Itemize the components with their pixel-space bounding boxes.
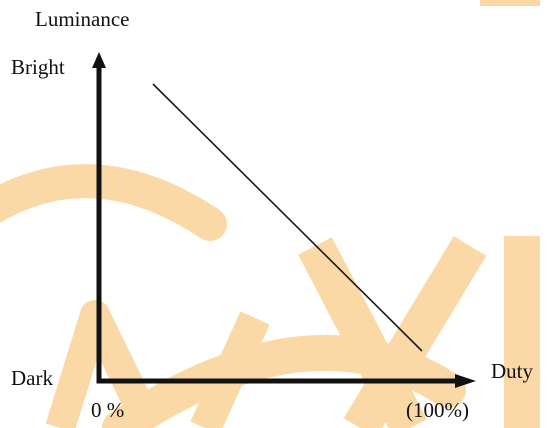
x-axis-title: Duty: [491, 359, 534, 383]
x-start-label: 0 %: [91, 398, 124, 422]
watermark-glyph-1: [45, 300, 164, 428]
watermark-glyph-4: [343, 236, 487, 428]
watermark-arc-left: [0, 164, 227, 241]
luminance-duty-line: [152, 83, 423, 352]
y-axis-arrowhead: [92, 52, 106, 68]
y-axis-title: Luminance: [35, 7, 129, 31]
x-axis-arrowhead: [455, 374, 476, 388]
watermark-glyph-2: [190, 311, 270, 428]
x-end-label: (100%): [406, 398, 469, 422]
y-bottom-label: Dark: [11, 366, 53, 390]
y-top-label: Bright: [11, 55, 65, 79]
